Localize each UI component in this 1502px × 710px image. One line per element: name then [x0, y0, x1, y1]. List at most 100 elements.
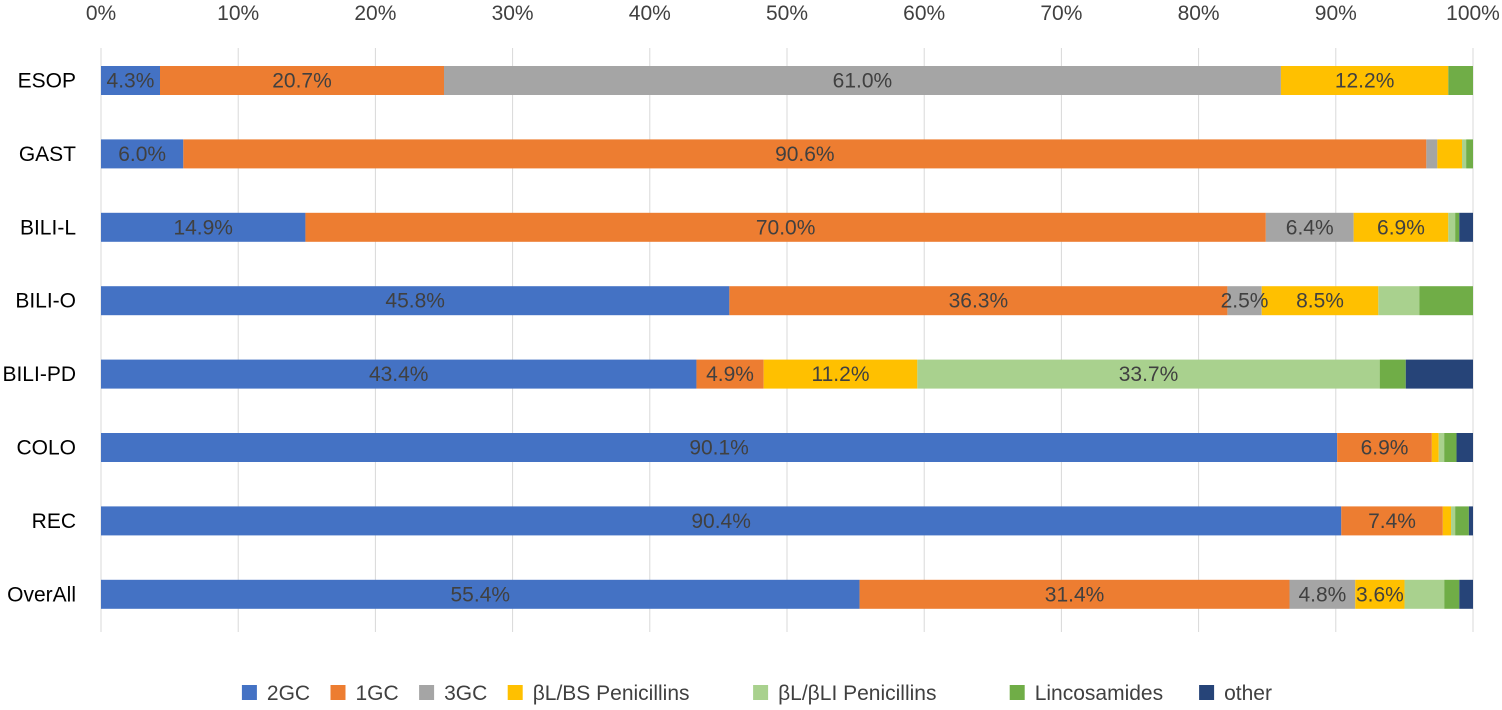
bar-segment-bili-pd-l-li-penicillins	[917, 359, 1380, 389]
legend-swatch-1gc	[330, 685, 346, 700]
bar-segment-bili-pd-lincosamides	[1379, 359, 1406, 389]
category-label-esop: ESOP	[18, 70, 76, 93]
bar-segment-bili-l-lincosamides	[1455, 212, 1460, 242]
data-label-colo-2gc: 90.1%	[689, 437, 749, 460]
bar-segment-gast-3gc	[1426, 139, 1438, 169]
bar-segment-bili-l-2gc	[101, 212, 306, 242]
data-label-overall-l-bs-penicillins: 3.6%	[1356, 583, 1404, 606]
x-tick-label: 50%	[766, 2, 808, 25]
data-label-bili-pd-l-li-penicillins: 33.7%	[1119, 363, 1179, 386]
data-label-overall-2gc: 55.4%	[451, 583, 511, 606]
bar-segment-rec-other	[1468, 506, 1473, 536]
x-tick-label: 0%	[86, 2, 116, 25]
category-label-bili-pd: BILI-PD	[2, 363, 76, 386]
data-label-bili-o-2gc: 45.8%	[385, 290, 445, 313]
bar-segment-bili-l-l-li-penicillins	[1448, 212, 1456, 242]
bar-segment-rec-l-bs-penicillins	[1442, 506, 1452, 536]
bar-segment-overall-2gc	[101, 579, 860, 609]
bar-segment-esop-1gc	[159, 66, 444, 95]
legend-label-lincosamides: Lincosamides	[1035, 682, 1163, 705]
legend-swatch-other	[1199, 685, 1215, 700]
legend-label-l-bs-penicillins: βL/BS Penicillins	[533, 682, 690, 705]
legend-label-other: other	[1224, 682, 1272, 705]
gridlines	[100, 48, 1474, 632]
category-label-rec: REC	[32, 510, 76, 533]
data-label-bili-pd-2gc: 43.4%	[369, 363, 429, 386]
bar-segment-rec-1gc	[1341, 506, 1443, 536]
bar-segment-colo-lincosamides	[1444, 433, 1457, 462]
bar-segment-colo-other	[1456, 433, 1473, 462]
data-label-esop-3gc: 61.0%	[833, 70, 893, 93]
legend-swatch-3gc	[419, 685, 435, 700]
x-tick-label: 60%	[903, 2, 945, 25]
data-label-overall-1gc: 31.4%	[1045, 583, 1105, 606]
category-label-gast: GAST	[19, 143, 76, 166]
bar-segment-overall-1gc	[859, 579, 1290, 609]
bar-segment-bili-o-lincosamides	[1419, 286, 1473, 316]
data-label-bili-o-l-bs-penicillins: 8.5%	[1296, 290, 1344, 313]
bar-segment-esop-lincosamides	[1448, 66, 1473, 95]
bar-segment-bili-l-1gc	[305, 212, 1266, 242]
data-label-overall-3gc: 4.8%	[1298, 583, 1346, 606]
bar-segment-overall-other	[1459, 579, 1473, 609]
legend: 2GC 1GC 3GC βL/BS Penicillins βL/βLI Penicil…	[241, 682, 1272, 705]
legend-swatch-l-li-penicillins	[753, 685, 769, 700]
x-tick-label: 100%	[1446, 2, 1500, 25]
bar-segment-bili-o-2gc	[101, 286, 730, 316]
data-label-bili-o-3gc: 2.5%	[1221, 290, 1269, 313]
category-label-bili-o: BILI-O	[15, 290, 76, 313]
data-label-bili-l-1gc: 70.0%	[756, 216, 816, 239]
category-label-bili-l: BILI-L	[20, 216, 76, 239]
bar-segment-rec-lincosamides	[1455, 506, 1469, 536]
bar-segment-gast-2gc	[101, 139, 184, 169]
bar-segment-bili-l-l-bs-penicillins	[1353, 212, 1449, 242]
bar-segment-bili-o-3gc	[1227, 286, 1262, 316]
bar-segment-overall-3gc	[1289, 579, 1356, 609]
x-tick-label: 80%	[1178, 2, 1220, 25]
data-labels: 4.3% 20.7% 61.0% 12.2% 6.0% 90.6% 14.9% 70.0% 6.…	[107, 70, 1425, 607]
bar-segment-bili-pd-2gc	[101, 359, 697, 389]
data-label-rec-2gc: 90.4%	[691, 510, 751, 533]
bar-segment-rec-l-li-penicillins	[1451, 506, 1456, 536]
x-axis-tick-labels: 0% 10% 20% 30% 40% 50% 60% 70% 80% 90% 100%	[86, 2, 1500, 25]
x-tick-label: 40%	[629, 2, 671, 25]
x-tick-label: 30%	[492, 2, 534, 25]
bar-segment-colo-1gc	[1337, 433, 1432, 462]
data-label-gast-1gc: 90.6%	[775, 143, 835, 166]
bars	[101, 66, 1473, 609]
bar-segment-colo-2gc	[101, 433, 1338, 462]
bar-segment-bili-o-l-li-penicillins	[1378, 286, 1420, 316]
bar-segment-bili-pd-other	[1405, 359, 1473, 389]
data-label-bili-pd-1gc: 4.9%	[706, 363, 754, 386]
bar-segment-esop-l-bs-penicillins	[1280, 66, 1449, 95]
category-axis-labels: ESOP GAST BILI-L BILI-O BILI-PD COLO REC OverAl…	[2, 70, 76, 607]
data-label-bili-pd-l-bs-penicillins: 11.2%	[812, 363, 870, 386]
bar-segment-gast-l-bs-penicillins	[1437, 139, 1463, 169]
data-label-esop-2gc: 4.3%	[107, 70, 155, 93]
x-tick-label: 90%	[1315, 2, 1357, 25]
x-tick-label: 70%	[1040, 2, 1082, 25]
legend-label-1gc: 1GC	[356, 682, 399, 705]
bar-segment-overall-lincosamides	[1444, 579, 1460, 609]
category-label-overall: OverAll	[7, 583, 76, 606]
category-label-colo: COLO	[16, 437, 76, 460]
data-label-bili-l-3gc: 6.4%	[1286, 216, 1334, 239]
bar-segment-gast-l-li-penicillins	[1462, 139, 1467, 169]
bar-segment-overall-l-li-penicillins	[1404, 579, 1445, 609]
bar-segment-rec-2gc	[101, 506, 1342, 536]
data-label-bili-l-2gc: 14.9%	[173, 216, 233, 239]
bar-segment-colo-l-li-penicillins	[1438, 433, 1445, 462]
bar-segment-bili-pd-1gc	[696, 359, 764, 389]
bar-segment-esop-2gc	[101, 66, 160, 95]
legend-label-2gc: 2GC	[267, 682, 310, 705]
bar-segment-gast-lincosamides	[1466, 139, 1473, 169]
bar-segment-esop-3gc	[444, 66, 1281, 95]
data-label-colo-1gc: 6.9%	[1361, 437, 1409, 460]
bar-segment-overall-l-bs-penicillins	[1355, 579, 1405, 609]
data-label-gast-2gc: 6.0%	[118, 143, 166, 166]
bar-segment-bili-pd-l-bs-penicillins	[763, 359, 918, 389]
data-label-rec-1gc: 7.4%	[1368, 510, 1416, 533]
x-tick-label: 10%	[217, 2, 259, 25]
bar-segment-bili-o-1gc	[729, 286, 1228, 316]
